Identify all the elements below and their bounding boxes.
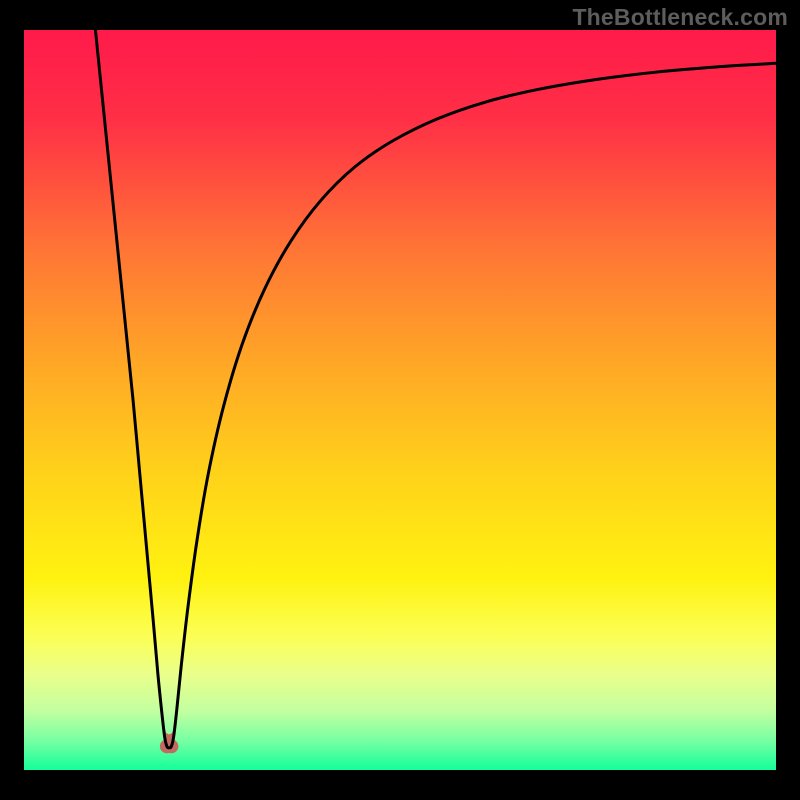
gradient-background [24,30,776,770]
bottleneck-chart [0,0,800,800]
watermark-text: TheBottleneck.com [572,4,788,31]
chart-container: TheBottleneck.com [0,0,800,800]
